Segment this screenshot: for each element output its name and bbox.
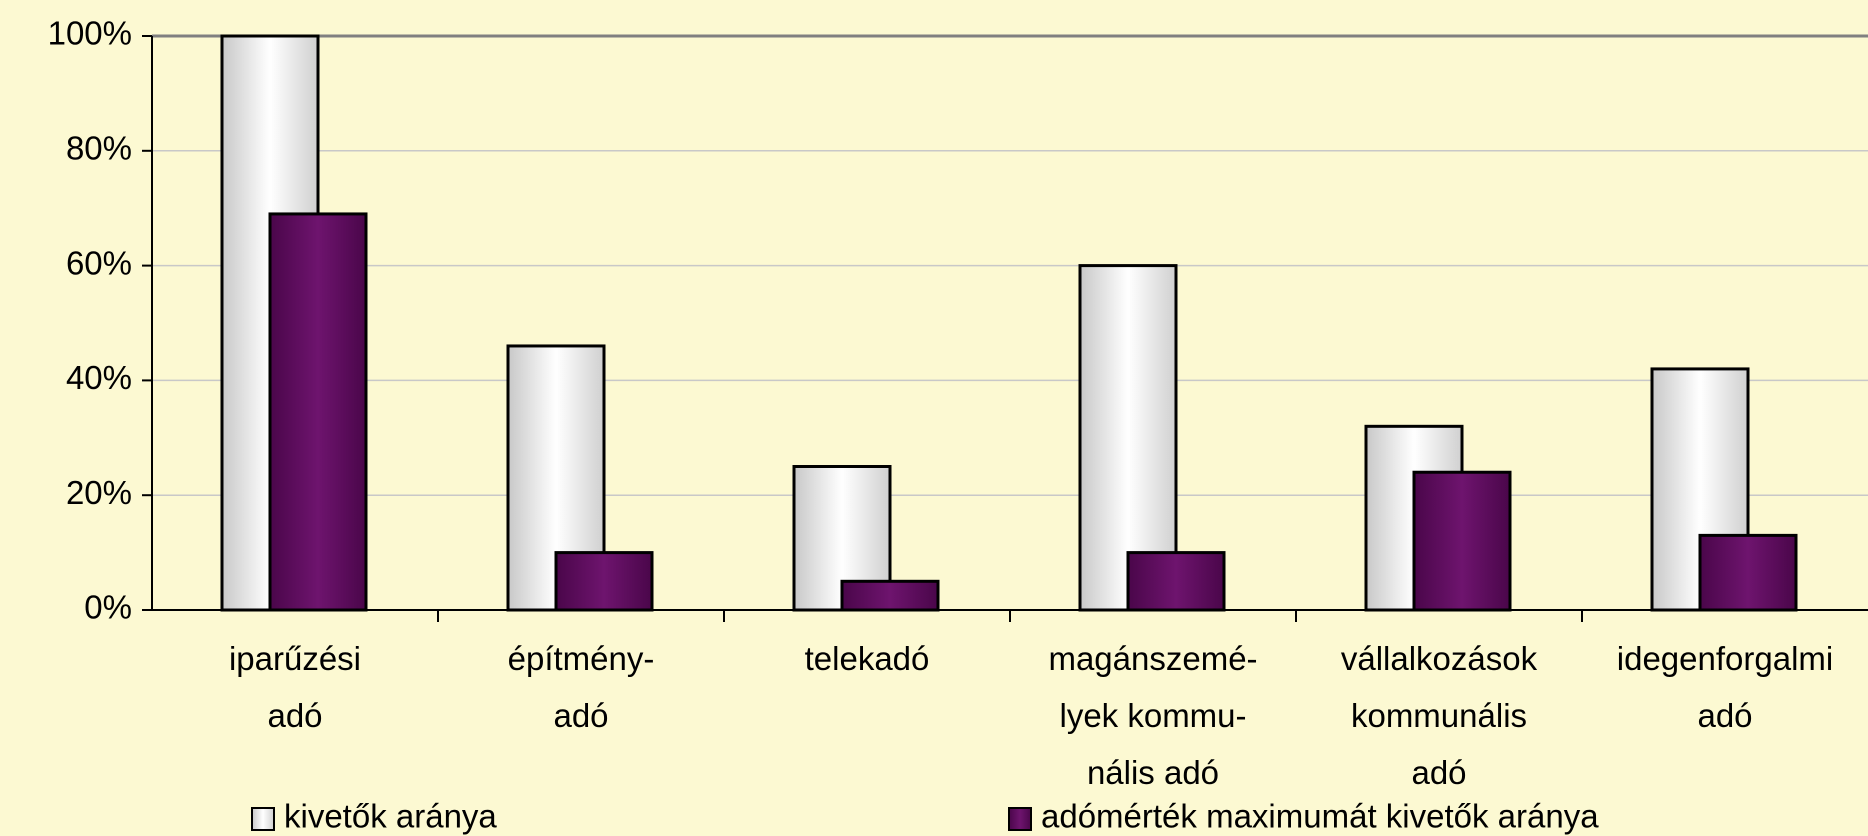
x-tick-label-line: adó <box>1697 697 1752 734</box>
x-tick-label: idegenforgalmi adó <box>1617 640 1833 734</box>
x-tick-label-line: magánszemé- <box>1048 640 1257 677</box>
bar <box>268 212 368 612</box>
bar <box>840 579 940 612</box>
legend-label: adómérték maximumát kivetők aránya <box>1041 798 1599 835</box>
x-tick-label: vállalkozások kommunális adó <box>1341 640 1538 791</box>
x-tick-label-line: adó <box>1411 754 1466 791</box>
x-tick-label-line: adó <box>267 697 322 734</box>
legend-swatch <box>1008 807 1032 831</box>
legend-label: kivetők aránya <box>284 798 497 835</box>
y-tick-label: 0% <box>84 589 132 626</box>
legend-swatch <box>251 807 275 831</box>
y-tick-label: 80% <box>66 130 132 167</box>
x-tick-label-line: iparűzési <box>229 640 361 677</box>
x-tick-label-line: vállalkozások <box>1341 640 1538 677</box>
y-tick-label: 100% <box>48 15 132 52</box>
x-tick-label: iparűzési adó <box>229 640 361 734</box>
x-tick-label-line: idegenforgalmi <box>1617 640 1833 677</box>
bar <box>1412 470 1512 612</box>
y-tick-label: 40% <box>66 359 132 396</box>
x-tick-label-line: adó <box>553 697 608 734</box>
bar <box>554 551 654 612</box>
x-tick-label: építmény-adó <box>508 640 655 734</box>
x-tick-label-line: kommunális <box>1351 697 1527 734</box>
x-tick-label-line: lyek kommu- <box>1059 697 1246 734</box>
y-tick-label: 20% <box>66 474 132 511</box>
x-tick-label: telekadó <box>805 640 930 677</box>
bar <box>1126 551 1226 612</box>
x-tick-label-line: nális adó <box>1087 754 1219 791</box>
x-tick-label-line: telekadó <box>805 640 930 677</box>
x-tick-label: magánszemé-lyek kommu-nális adó <box>1048 640 1257 791</box>
x-tick-label-line: építmény- <box>508 640 655 677</box>
bar <box>1698 533 1798 612</box>
y-tick-label: 60% <box>66 244 132 281</box>
